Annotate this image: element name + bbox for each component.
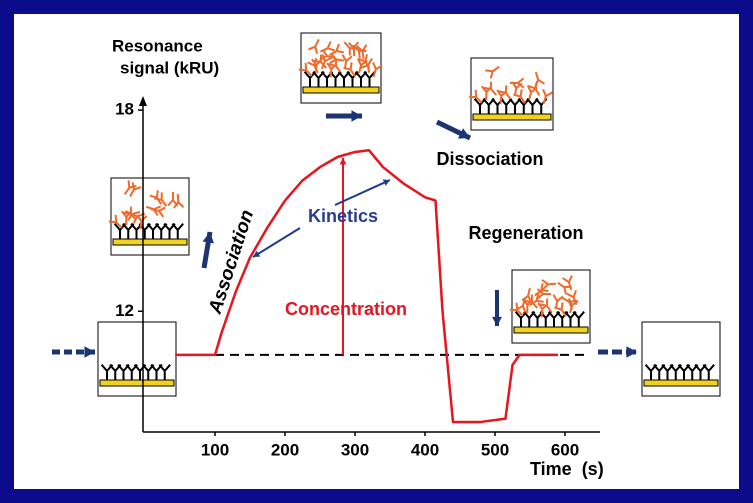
dissociation-label: Dissociation (436, 149, 543, 169)
antibody (566, 289, 578, 306)
antibody (513, 89, 526, 104)
antibody (529, 293, 544, 307)
x-tick-label: 500 (481, 440, 509, 459)
antibody (298, 62, 313, 77)
antibody (125, 210, 141, 221)
plot: 12 18 100 200 300 400 500 600 (52, 96, 637, 459)
gold-layer (643, 379, 719, 387)
x-tick-label: 600 (551, 440, 579, 459)
antibody (307, 58, 319, 74)
x-tick-label: 400 (411, 440, 439, 459)
antibody (149, 190, 163, 205)
sensor-box (468, 57, 554, 131)
x-tick-label: 100 (201, 440, 229, 459)
antibody (468, 89, 483, 104)
x-axis-title: Time (s) (530, 459, 604, 479)
sensorgram-line (175, 149, 558, 424)
flow-arrow-head (84, 346, 95, 358)
antibody (123, 180, 137, 195)
illustrations (97, 32, 721, 397)
y-axis-arrow (139, 96, 147, 106)
antibody (347, 41, 360, 57)
antibody (360, 58, 373, 73)
sensor-box (298, 32, 383, 104)
step-arrow-head (351, 110, 362, 122)
antibody (329, 53, 345, 65)
antibody (158, 364, 171, 380)
step-arrow-head (458, 128, 470, 139)
antibody (702, 364, 715, 380)
antibody (562, 275, 573, 291)
antibody (171, 223, 184, 239)
gold-layer (513, 326, 589, 334)
step-arrow-head (492, 316, 502, 326)
kinetics-label: Kinetics (308, 206, 378, 226)
gold-layer (112, 238, 188, 246)
antibody (515, 297, 527, 313)
antibody (356, 44, 368, 60)
concentration-label: Concentration (285, 299, 407, 319)
antibody (343, 62, 356, 77)
gold-layer (302, 86, 380, 94)
y-axis-title: Resonance (112, 36, 203, 55)
antibody (485, 65, 500, 79)
x-tick-label: 200 (271, 440, 299, 459)
kinetics-arrow-head (253, 250, 261, 257)
antibody (498, 85, 512, 100)
y-tick-label: 18 (115, 100, 134, 119)
sensor-box (509, 269, 591, 344)
antibody (108, 214, 123, 229)
antibody (372, 62, 383, 78)
kinetics-arrow (252, 227, 301, 258)
gold-layer (99, 379, 175, 387)
antibody (167, 191, 179, 207)
kinetics-arrow (334, 179, 391, 206)
sensor-box (641, 321, 721, 397)
antibody (510, 77, 525, 89)
antibody (554, 302, 567, 317)
antibody (308, 38, 320, 54)
kinetics-arrow-head (382, 179, 390, 186)
antibody (542, 89, 553, 105)
gold-layer (472, 113, 552, 121)
x-tick-label: 300 (341, 440, 369, 459)
antibody (521, 287, 533, 303)
sensor-box (97, 321, 177, 397)
concentration-arrow-head (339, 158, 347, 165)
antibody (539, 298, 553, 313)
antibody (145, 205, 161, 217)
step-arrow-head (202, 232, 214, 244)
y-tick-label: 12 (115, 301, 134, 320)
flow-arrow-head (626, 346, 637, 358)
antibody (534, 71, 545, 87)
antibody (320, 49, 336, 61)
regeneration-label: Regeneration (468, 223, 583, 243)
antibody (572, 311, 585, 327)
antibody (483, 81, 497, 96)
sensor-box (108, 177, 190, 256)
y-axis-title: signal (kRU) (120, 58, 219, 77)
antibody (541, 279, 557, 291)
